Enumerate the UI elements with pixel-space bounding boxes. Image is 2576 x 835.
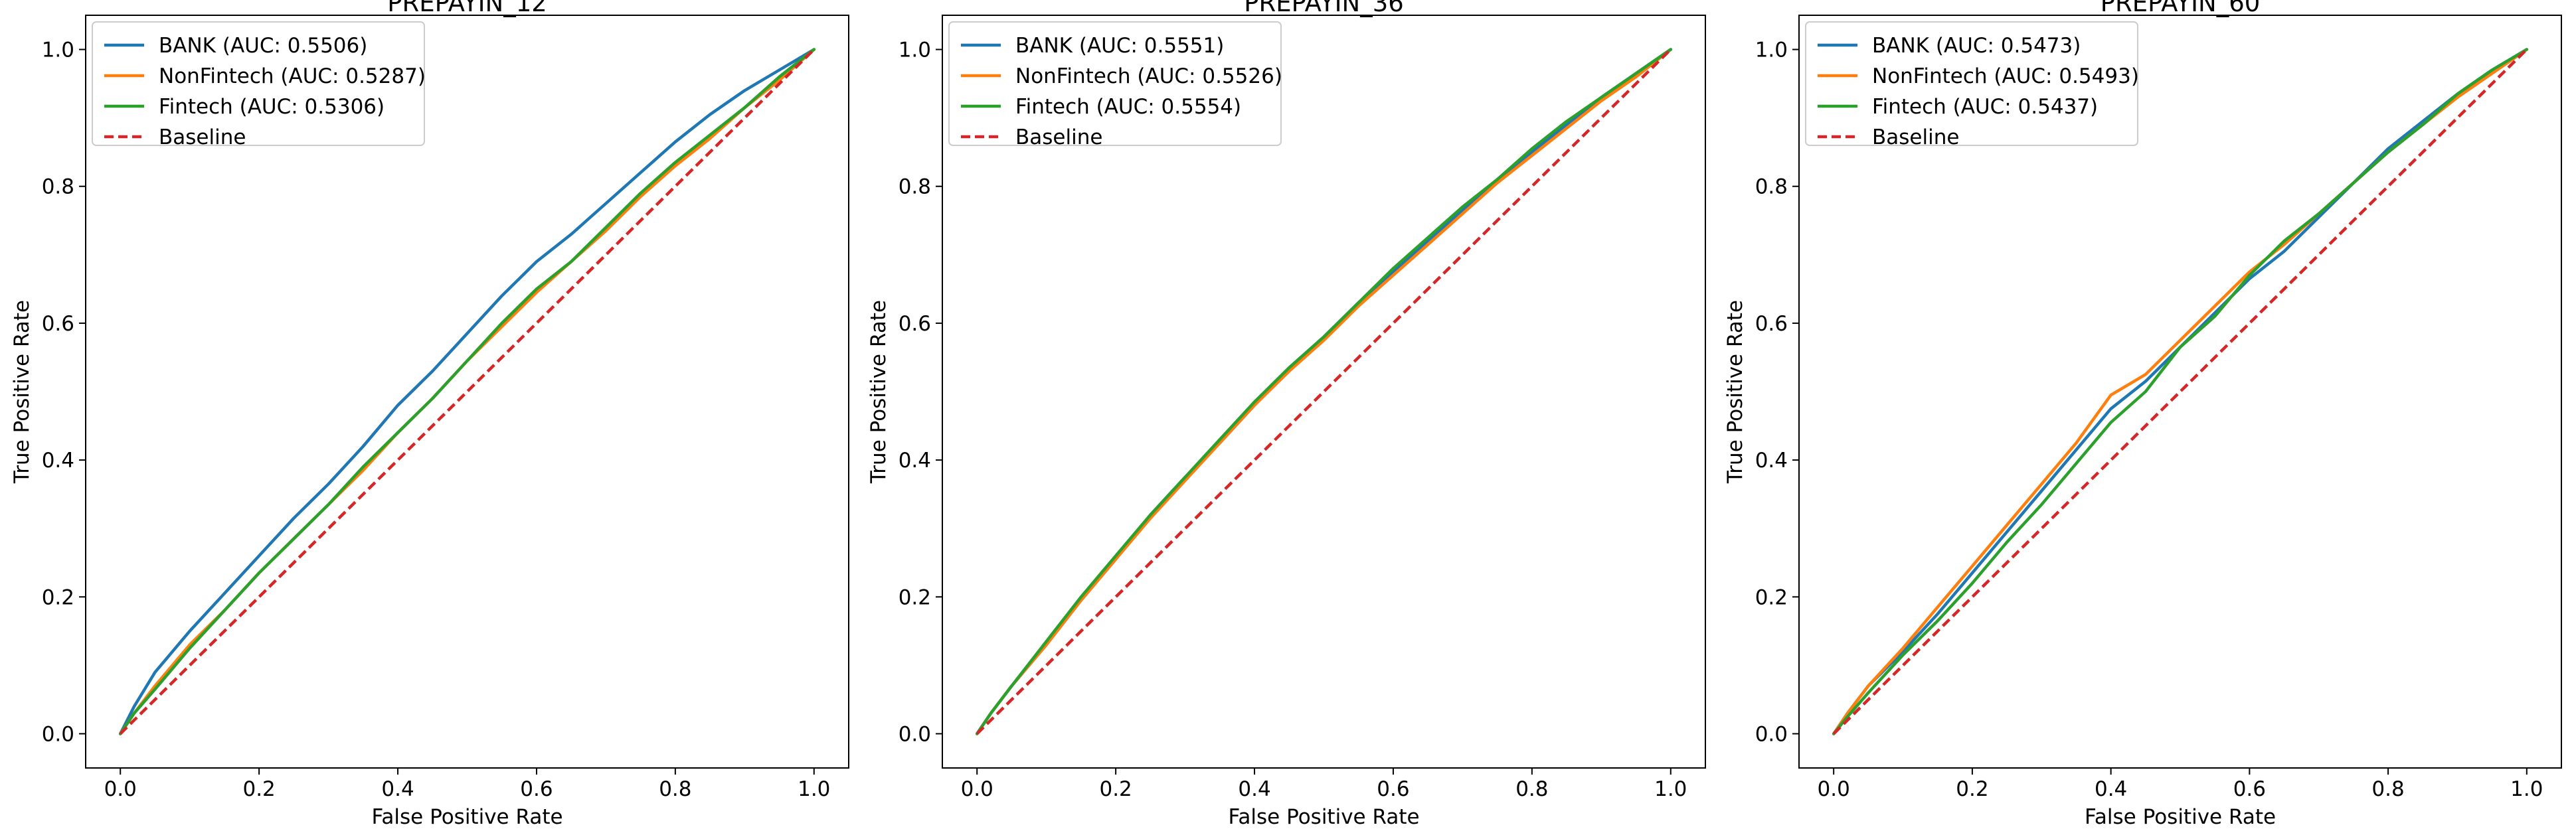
chart-3-series-bank-line: [1832, 48, 2529, 735]
chart-2-ytick-label: 0.6: [899, 312, 931, 336]
chart-2-ytick-label: 0.0: [899, 722, 931, 746]
chart-3-legend-box: [1805, 21, 2138, 146]
chart-2-ytick-label: 0.8: [899, 175, 931, 199]
chart-1-legend-label-bank: BANK (AUC: 0.5506): [159, 34, 367, 58]
chart-2-legend-label-bank: BANK (AUC: 0.5551): [1015, 34, 1224, 58]
chart-3-plot-frame: [1798, 15, 2562, 769]
chart-3-ytick-label: 1.0: [1755, 38, 1788, 62]
chart-1-ytick-label: 0.0: [42, 722, 74, 746]
chart-3-title: PREPAYIN_60: [2101, 0, 2261, 17]
chart-1-ytick-label: 0.8: [42, 175, 74, 199]
chart-2-legend-label-nonfintech: NonFintech (AUC: 0.5526): [1015, 64, 1282, 88]
chart-1-plot-frame: [85, 15, 849, 769]
chart-2-title: PREPAYIN_36: [1244, 0, 1404, 17]
chart-3-ytick-label: 0.8: [1755, 175, 1788, 199]
chart-3-ytick-label: 0.2: [1755, 585, 1788, 609]
chart-3-series-fintech-line: [1832, 48, 2529, 735]
chart-3-series-baseline-line: [1832, 48, 2528, 735]
chart-2-ytick-label: 0.2: [899, 585, 931, 609]
chart-1-series-bank-line: [118, 48, 816, 735]
chart-2-ytick-label: 0.4: [899, 449, 931, 473]
chart-1-legend-box: [92, 21, 425, 146]
chart-3-legend-label-bank: BANK (AUC: 0.5473): [1872, 34, 2081, 58]
chart-1-ytick-label: 0.6: [42, 312, 74, 336]
chart-3-xtick-label: 0.2: [1956, 777, 1988, 801]
chart-1-series-fintech-line: [118, 48, 816, 735]
chart-1-legend-label-baseline: Baseline: [159, 125, 246, 149]
chart-3-xtick-label: 0.8: [2371, 777, 2404, 801]
chart-2-xtick-label: 0.4: [1238, 777, 1270, 801]
chart-1-legend-label-nonfintech: NonFintech (AUC: 0.5287): [159, 64, 426, 88]
chart-2-legend-label-fintech: Fintech (AUC: 0.5554): [1015, 95, 1241, 119]
chart-1-xtick-label: 0.6: [520, 777, 553, 801]
chart-1-xtick-label: 0.2: [242, 777, 275, 801]
chart-1-xtick-label: 0.8: [659, 777, 691, 801]
chart-2-series-fintech-line: [975, 48, 1673, 735]
chart-2-x-axis-label: False Positive Rate: [1228, 805, 1419, 829]
chart-1-ytick-label: 1.0: [42, 38, 74, 62]
chart-2-plot-frame: [942, 15, 1706, 769]
chart-2-xtick-label: 1.0: [1654, 777, 1687, 801]
chart-2-y-axis-label: True Positive Rate: [867, 300, 891, 484]
chart-3-xtick-label: 1.0: [2510, 777, 2543, 801]
chart-1-xtick-label: 1.0: [798, 777, 830, 801]
chart-2-series-baseline-line: [976, 48, 1672, 735]
chart-2-series-nonfintech-line: [975, 48, 1673, 735]
chart-1-ytick-label: 0.2: [42, 585, 74, 609]
chart-3-legend-label-nonfintech: NonFintech (AUC: 0.5493): [1872, 64, 2139, 88]
chart-1-legend: BANK (AUC: 0.5506) NonFintech (AUC: 0.528…: [92, 21, 426, 149]
chart-3-y-axis-label: True Positive Rate: [1723, 300, 1747, 484]
chart-2-xtick-label: 0.2: [1099, 777, 1132, 801]
chart-1: 0.0 0.2 0.4 0.6 0.8 1.0 0.0 0.2 0.4 0.6 0.8 1.0 PREP…: [10, 0, 849, 829]
chart-1-title: PREPAYIN_12: [387, 0, 547, 17]
chart-2-xtick-label: 0.6: [1377, 777, 1409, 801]
chart-3-ytick-label: 0.0: [1755, 722, 1788, 746]
chart-3-x-axis-label: False Positive Rate: [2085, 805, 2276, 829]
chart-1-ytick-label: 0.4: [42, 449, 74, 473]
chart-3: 0.0 0.2 0.4 0.6 0.8 1.0 0.0 0.2 0.4 0.6 0.8 1.0 PREP…: [1723, 0, 2562, 829]
chart-3-legend: BANK (AUC: 0.5473) NonFintech (AUC: 0.549…: [1805, 21, 2139, 149]
chart-2-legend-label-baseline: Baseline: [1015, 125, 1102, 149]
chart-3-ytick-label: 0.6: [1755, 312, 1788, 336]
chart-1-y-axis-label: True Positive Rate: [10, 300, 34, 484]
chart-2-ytick-label: 1.0: [899, 38, 931, 62]
chart-3-xtick-label: 0.4: [2095, 777, 2127, 801]
chart-3-legend-label-baseline: Baseline: [1872, 125, 1959, 149]
chart-1-x-axis-label: False Positive Rate: [371, 805, 562, 829]
chart-1-series-baseline-line: [119, 48, 816, 735]
chart-3-ytick-label: 0.4: [1755, 449, 1788, 473]
chart-2-legend-box: [948, 21, 1282, 146]
chart-1-xtick-label: 0.0: [104, 777, 137, 801]
chart-2-xtick-label: 0.0: [961, 777, 993, 801]
chart-2: 0.0 0.2 0.4 0.6 0.8 1.0 0.0 0.2 0.4 0.6 0.8 1.0 PREP…: [867, 0, 1706, 829]
chart-2-xtick-label: 0.8: [1515, 777, 1548, 801]
chart-1-xtick-label: 0.4: [381, 777, 414, 801]
chart-3-xtick-label: 0.6: [2233, 777, 2266, 801]
chart-3-xtick-label: 0.0: [1818, 777, 1850, 801]
chart-3-legend-label-fintech: Fintech (AUC: 0.5437): [1872, 95, 2098, 119]
chart-1-legend-label-fintech: Fintech (AUC: 0.5306): [159, 95, 385, 119]
chart-2-legend: BANK (AUC: 0.5551) NonFintech (AUC: 0.552…: [948, 21, 1282, 149]
